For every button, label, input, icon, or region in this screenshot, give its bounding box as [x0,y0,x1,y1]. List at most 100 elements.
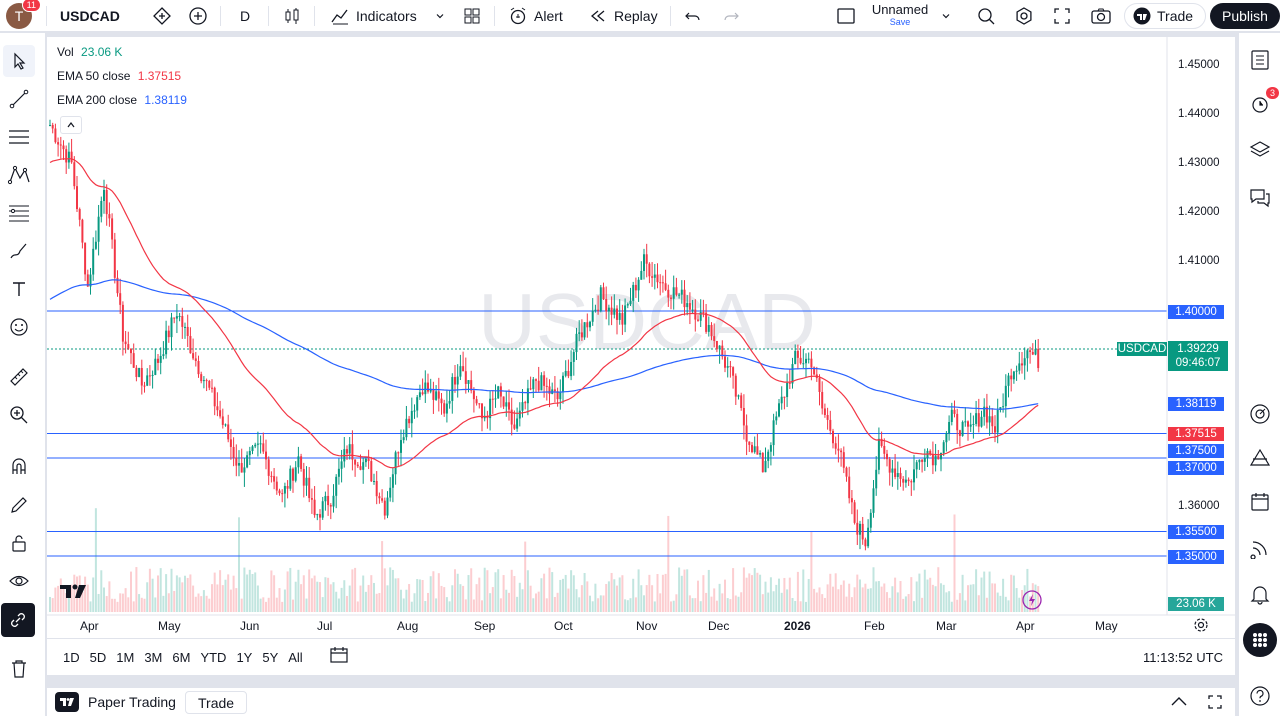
alerts-clock-icon[interactable]: 3 [1245,87,1279,119]
volume-bar [761,594,764,612]
chevron-down-icon[interactable] [940,0,952,32]
volume-bar [580,585,583,612]
volume-bar [618,577,621,612]
trade-button[interactable]: Trade [1124,0,1207,32]
candle-body [359,466,362,470]
pattern-triangle-icon[interactable] [1245,443,1275,473]
expand-panel-chevron-up-icon[interactable] [1169,693,1189,716]
range-ytd-button[interactable]: YTD [200,649,227,665]
candle-body [427,382,429,392]
range-3m-button[interactable]: 3M [144,649,163,665]
utc-clock[interactable]: 11:13:52 UTC [1143,649,1223,665]
volume-bar [915,581,918,612]
target-icon[interactable] [1245,399,1275,429]
volume-bar [648,574,651,612]
interval-button[interactable]: D [240,0,250,32]
collapse-legend-chevron-up-icon[interactable] [60,116,82,134]
compare-symbol-icon[interactable] [188,0,208,32]
legend-volume[interactable]: Vol 23.06 K [57,45,122,59]
publish-button[interactable]: Publish [1210,0,1280,32]
range-all-button[interactable]: All [288,649,303,665]
candle-body [1031,352,1034,355]
indicator-templates-grid-icon[interactable] [462,0,482,32]
range-1d-button[interactable]: 1D [63,649,80,665]
divider [46,6,47,26]
legend-ema200[interactable]: EMA 200 close 1.38119 [57,93,187,107]
level-price-label: 1.37000 [1168,461,1224,475]
candle-body [378,496,381,499]
date-range-calendar-icon[interactable] [329,646,349,669]
chart-type-candles-icon[interactable] [282,0,302,32]
range-6m-button[interactable]: 6M [172,649,191,665]
trade-tab[interactable]: Trade [185,691,248,714]
volume-bar [956,599,959,612]
volume-bar [594,583,597,612]
candle-body [575,333,578,353]
chat-icon[interactable] [1245,183,1275,213]
layout-select-icon[interactable] [836,0,856,32]
fib-retracement-icon[interactable] [3,197,35,229]
price-chart[interactable]: USDCAD [47,37,1235,675]
keep-drawing-pencil-icon[interactable] [3,489,35,521]
redo-icon[interactable] [722,0,740,32]
link-sync-icon[interactable] [1,603,35,637]
volume-bar [405,589,408,612]
volume-bar [656,574,659,612]
range-1y-button[interactable]: 1Y [236,649,253,665]
ruler-icon[interactable] [3,361,35,393]
eye-icon[interactable] [3,565,35,597]
volume-bar [886,592,888,612]
candle-body [178,315,181,317]
apps-grid-icon[interactable] [1243,623,1277,657]
zoom-in-icon[interactable] [3,399,35,431]
fullscreen-icon[interactable] [1052,0,1072,32]
chevron-down-icon[interactable] [434,0,446,32]
help-question-icon[interactable] [1245,681,1275,711]
settings-gear-icon[interactable] [1193,617,1209,638]
trash-icon[interactable] [3,653,35,685]
text-tool-icon[interactable] [3,273,35,305]
tradingview-logo-icon[interactable] [59,581,91,606]
pattern-tool-icon[interactable] [3,159,35,191]
chart-pane[interactable]: USDCAD Vol 23.06 K EMA 50 close 1.37515 … [47,37,1235,675]
replay-button[interactable]: Replay [588,0,658,32]
undo-icon[interactable] [684,0,702,32]
candle-body [491,398,494,400]
maximize-panel-icon[interactable] [1205,693,1225,716]
cursor-arrow-icon[interactable] [3,45,35,77]
paper-trading-label[interactable]: Paper Trading [88,694,176,710]
range-5d-button[interactable]: 5D [89,649,107,665]
candle-body [629,300,632,305]
volume-bar [772,591,775,612]
indicators-button[interactable]: Indicators [330,0,417,32]
horizontal-lines-icon[interactable] [3,121,35,153]
settings-gear-icon[interactable] [1014,0,1034,32]
quick-search-icon[interactable] [976,0,996,32]
layers-icon[interactable] [1245,135,1275,165]
candle-body [680,289,683,295]
emoji-icon[interactable] [3,311,35,343]
range-5y-button[interactable]: 5Y [262,649,279,665]
range-1m-button[interactable]: 1M [116,649,135,665]
alert-button[interactable]: Alert [508,0,563,32]
candle-body [324,495,327,502]
trend-line-icon[interactable] [3,83,35,115]
magnet-icon[interactable] [3,451,35,483]
avatar[interactable]: T 11 [6,0,41,29]
volume-bar [440,585,443,612]
lightning-icon[interactable] [1021,589,1043,616]
layout-name-button[interactable]: Unnamed Save [866,0,934,32]
legend-ema50[interactable]: EMA 50 close 1.37515 [57,69,181,83]
add-symbol-favorite-icon[interactable] [152,0,172,32]
user-menu[interactable]: T 11 [6,0,41,32]
broadcast-icon[interactable] [1245,533,1275,563]
lock-icon[interactable] [3,527,35,559]
brush-icon[interactable] [3,235,35,267]
watchlist-icon[interactable] [1245,45,1275,75]
volume-bar [799,601,802,612]
candle-body [710,324,713,337]
calendar-icon[interactable] [1245,487,1275,517]
camera-snapshot-icon[interactable] [1090,0,1112,32]
notifications-bell-icon[interactable] [1245,579,1275,609]
symbol-search-button[interactable]: USDCAD [60,0,120,32]
